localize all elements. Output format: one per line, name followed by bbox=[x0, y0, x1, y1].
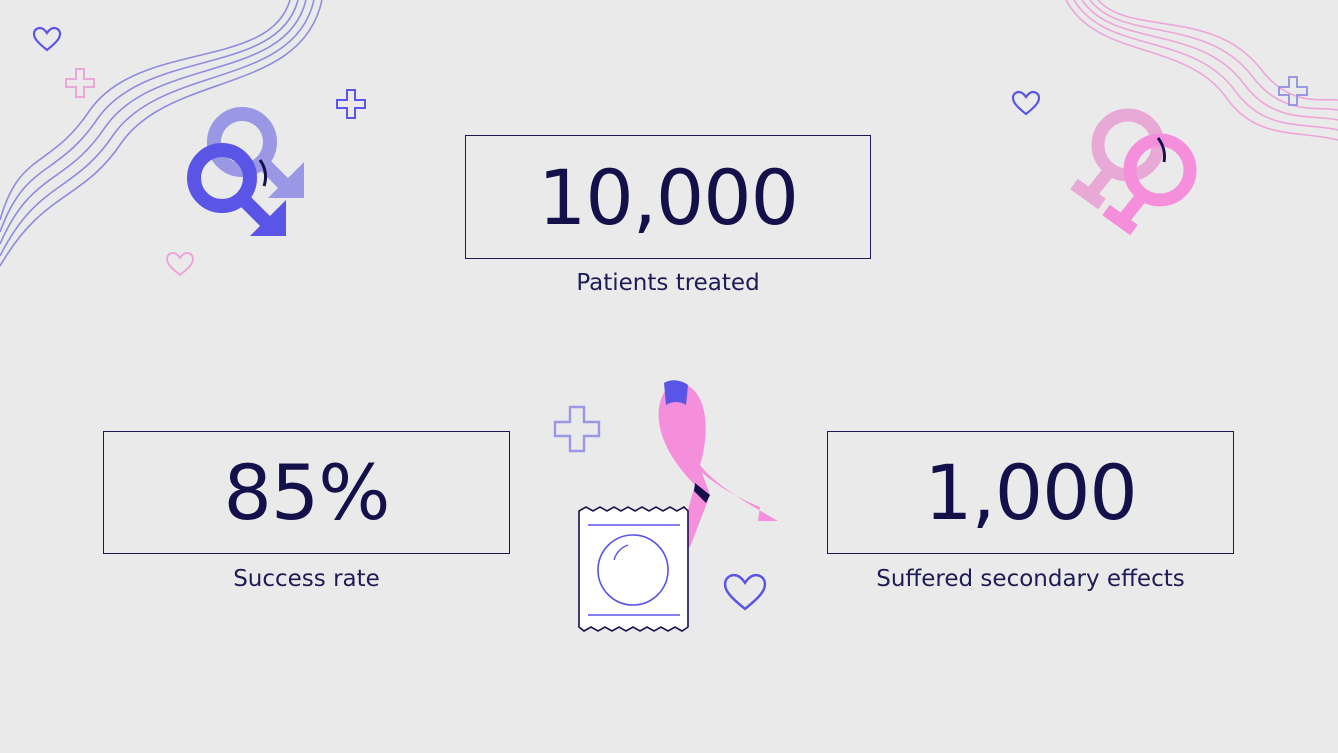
heart-icon bbox=[165, 251, 195, 277]
wave-decoration-right bbox=[1065, 0, 1338, 141]
secondary-effects-label: Suffered secondary effects bbox=[876, 566, 1185, 592]
success-rate-label: Success rate bbox=[233, 566, 380, 592]
heart-icon bbox=[723, 573, 767, 611]
plus-icon bbox=[1278, 76, 1308, 106]
patients-treated-box: 10,000 bbox=[465, 135, 871, 259]
female-symbol-icon bbox=[1070, 108, 1197, 236]
heart-icon bbox=[32, 26, 62, 52]
plus-icon bbox=[65, 68, 95, 98]
secondary-effects-box: 1,000 bbox=[827, 431, 1234, 554]
male-symbol-icon bbox=[187, 107, 304, 236]
success-rate-box: 85% bbox=[103, 431, 510, 554]
patients-treated-label: Patients treated bbox=[576, 270, 760, 296]
plus-icon bbox=[336, 89, 366, 119]
patients-treated-value: 10,000 bbox=[538, 152, 799, 242]
secondary-effects-value: 1,000 bbox=[924, 448, 1138, 537]
wave-decoration-left bbox=[0, 0, 323, 267]
condom-package-icon bbox=[578, 506, 689, 632]
awareness-ribbon-icon bbox=[658, 380, 778, 547]
success-rate-value: 85% bbox=[223, 448, 391, 537]
plus-icon bbox=[553, 405, 601, 453]
heart-icon bbox=[1011, 90, 1041, 116]
